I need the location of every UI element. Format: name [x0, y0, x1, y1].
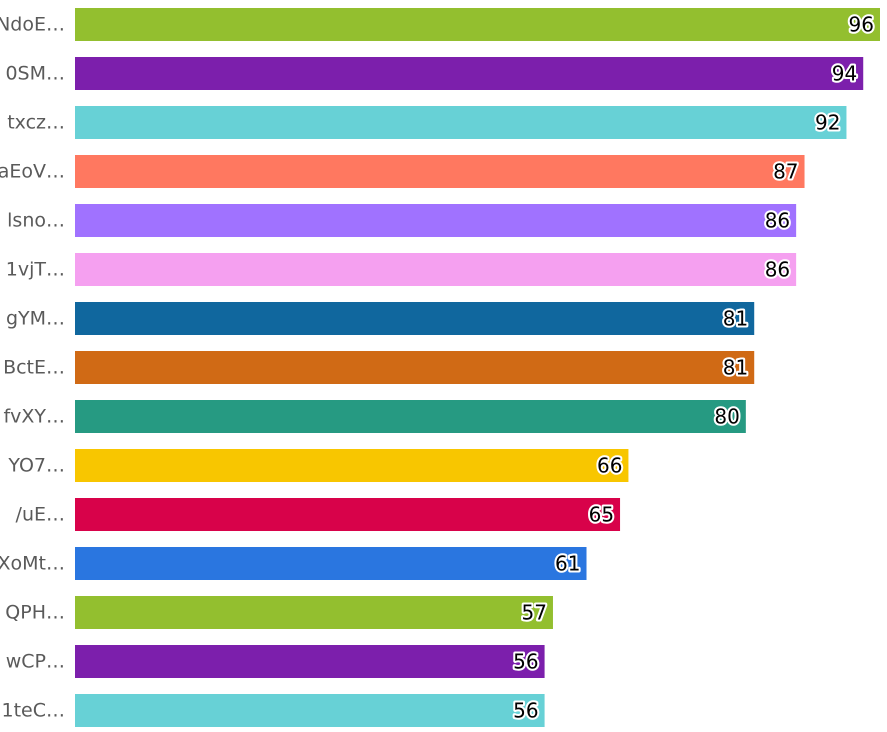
category-label-8: fvXY… [3, 406, 65, 428]
category-label-12: QPH… [5, 602, 65, 624]
value-label-8: 80 [714, 405, 739, 429]
category-label-0: NdoE… [0, 14, 65, 36]
value-label-4: 86 [765, 209, 790, 233]
value-label-3: 87 [773, 160, 798, 184]
category-label-9: YO7… [7, 455, 65, 477]
category-label-10: /uE… [16, 504, 65, 526]
bar-10 [75, 498, 621, 531]
bar-2 [75, 106, 847, 139]
value-label-5: 86 [765, 258, 790, 282]
bar-9 [75, 449, 629, 482]
category-label-3: aEoV… [0, 161, 65, 183]
bar-13 [75, 645, 545, 678]
bar-3 [75, 155, 805, 188]
bar-0 [75, 8, 880, 41]
bar-6 [75, 302, 755, 335]
bar-14 [75, 694, 545, 727]
value-label-0: 96 [849, 13, 874, 37]
bar-8 [75, 400, 746, 433]
value-label-10: 65 [589, 503, 614, 527]
category-label-13: wCP… [6, 651, 65, 673]
category-label-2: txcz… [7, 112, 65, 134]
category-label-1: 0SM… [5, 63, 65, 85]
bar-12 [75, 596, 553, 629]
value-label-7: 81 [723, 356, 748, 380]
category-label-11: XoMt… [0, 553, 65, 575]
value-label-9: 66 [597, 454, 622, 478]
value-label-6: 81 [723, 307, 748, 331]
bars-layer [75, 8, 880, 727]
value-label-12: 57 [522, 601, 547, 625]
category-label-14: 1teC… [2, 700, 66, 722]
bar-4 [75, 204, 797, 237]
category-label-6: gYM… [6, 308, 65, 330]
labels-layer: NdoE… 96 0SM… 94 txcz… 92 aEoV… 87 lsno… 86 1vjT… 8… [0, 11, 876, 725]
bar-7 [75, 351, 755, 384]
category-label-7: BctE… [3, 357, 65, 379]
value-label-13: 56 [513, 650, 538, 674]
value-label-1: 94 [832, 62, 857, 86]
value-label-11: 61 [555, 552, 580, 576]
bar-1 [75, 57, 864, 90]
value-label-2: 92 [815, 111, 840, 135]
value-label-14: 56 [513, 699, 538, 723]
bar-5 [75, 253, 797, 286]
bar-11 [75, 547, 587, 580]
category-label-5: 1vjT… [6, 259, 65, 281]
category-label-4: lsno… [7, 210, 65, 232]
